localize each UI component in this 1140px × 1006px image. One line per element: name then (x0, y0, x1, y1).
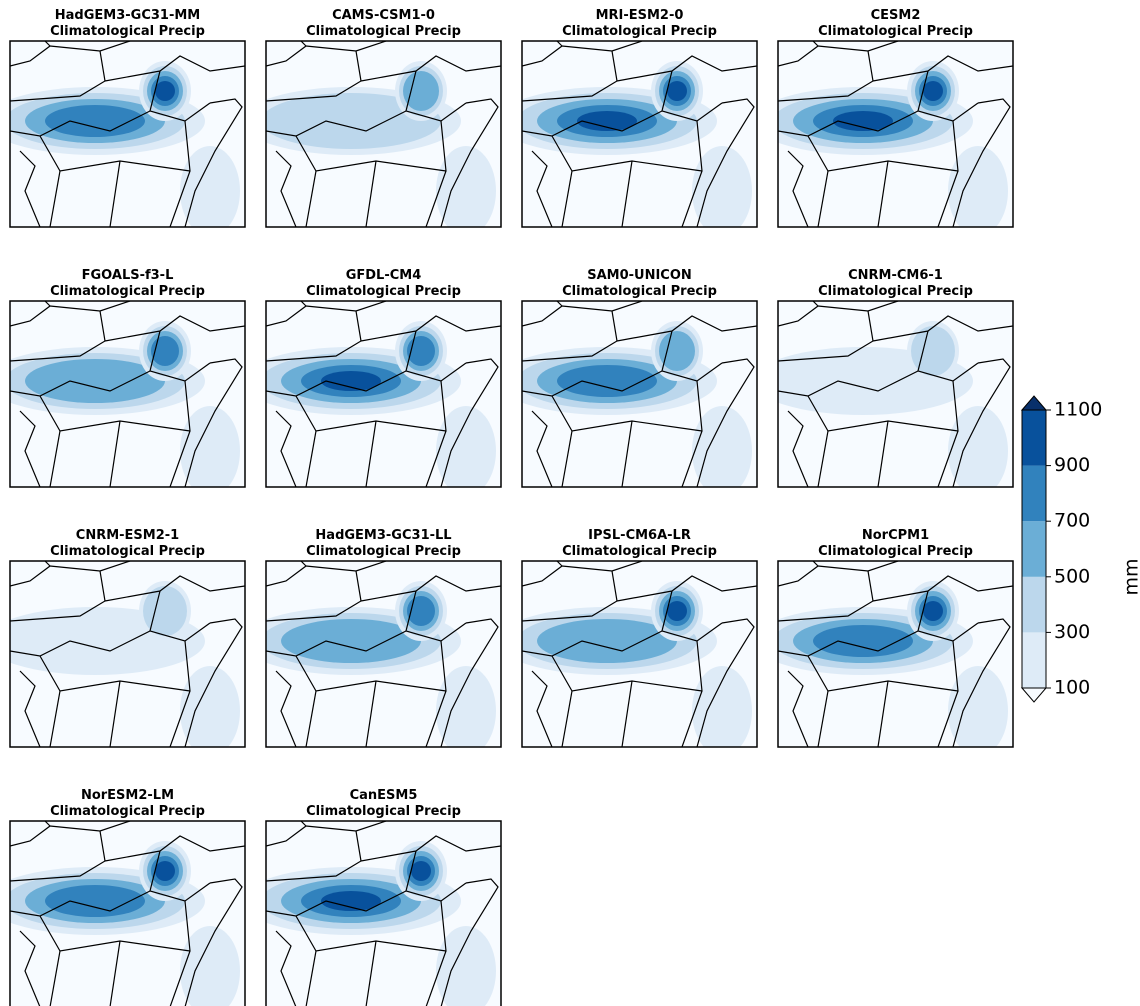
map-panel (753, 41, 1013, 236)
rain-highland (667, 81, 687, 101)
panel-subtitle: Climatological Precip (306, 284, 461, 299)
panel-title: SAM0-UNICON (587, 268, 692, 283)
rain-highland (155, 81, 175, 101)
map-panel (0, 41, 245, 236)
panel-subtitle: Climatological Precip (306, 24, 461, 39)
panel-subtitle: Climatological Precip (50, 24, 205, 39)
colorbar-segment (1022, 410, 1046, 466)
rain-highland (155, 861, 175, 881)
colorbar-tick-label: 700 (1054, 510, 1090, 532)
map-panel (241, 561, 501, 756)
panel-title: CESM2 (871, 8, 921, 23)
panel-subtitle: Climatological Precip (818, 284, 973, 299)
colorbar-tick-label: 500 (1054, 565, 1090, 587)
panel-subtitle: Climatological Precip (562, 544, 717, 559)
panel-title: CAMS-CSM1-0 (332, 8, 435, 23)
panel-subtitle: Climatological Precip (306, 804, 461, 819)
figure: mm HadGEM3-GC31-MMClimatological PrecipC… (0, 0, 1140, 1006)
map-panel (241, 41, 501, 236)
panel-title: MRI-ESM2-0 (596, 8, 684, 23)
colorbar-segment (1022, 466, 1046, 522)
panel-title: HadGEM3-GC31-LL (315, 528, 451, 543)
map-panel (497, 41, 757, 236)
colorbar-tick-label: 900 (1054, 454, 1090, 476)
panel-title: CanESM5 (350, 788, 418, 803)
rain-highland (923, 601, 943, 621)
rain-highland (411, 861, 431, 881)
panel-subtitle: Climatological Precip (50, 544, 205, 559)
colorbar-segment (1022, 632, 1046, 688)
map-panel (241, 821, 501, 1006)
map-panel (753, 561, 1013, 756)
colorbar-over (1022, 396, 1046, 410)
panel-title: HadGEM3-GC31-MM (55, 8, 200, 23)
panel-subtitle: Climatological Precip (818, 24, 973, 39)
panel-title: NorCPM1 (862, 528, 929, 543)
panel-subtitle: Climatological Precip (562, 284, 717, 299)
panel-title: GFDL-CM4 (346, 268, 422, 283)
colorbar-tick-label: 300 (1054, 621, 1090, 643)
colorbar-under (1022, 688, 1046, 702)
rain-highland (667, 601, 687, 621)
map-panel (0, 561, 245, 756)
panel-subtitle: Climatological Precip (818, 544, 973, 559)
panel-subtitle: Climatological Precip (562, 24, 717, 39)
map-panel (753, 301, 1013, 496)
map-panel (497, 301, 757, 496)
rain-highland (659, 331, 695, 371)
colorbar-tick-label: 100 (1054, 677, 1090, 699)
panel-title: FGOALS-f3-L (82, 268, 174, 283)
panel-title: NorESM2-LM (81, 788, 174, 803)
colorbar-tick-label: 1100 (1054, 399, 1102, 421)
map-panel (497, 561, 757, 756)
rain-highland (403, 71, 439, 111)
panel-title: IPSL-CM6A-LR (588, 528, 691, 543)
panel-subtitle: Climatological Precip (50, 284, 205, 299)
colorbar-label: mm (1121, 558, 1140, 595)
rain-highland (923, 81, 943, 101)
panel-subtitle: Climatological Precip (306, 544, 461, 559)
colorbar-segment (1022, 521, 1046, 577)
panel-title: CNRM-ESM2-1 (76, 528, 179, 543)
colorbar-segment (1022, 577, 1046, 633)
map-panel (241, 301, 501, 496)
map-panel (0, 821, 245, 1006)
panel-subtitle: Climatological Precip (50, 804, 205, 819)
map-panel (0, 301, 245, 496)
panel-title: CNRM-CM6-1 (848, 268, 943, 283)
